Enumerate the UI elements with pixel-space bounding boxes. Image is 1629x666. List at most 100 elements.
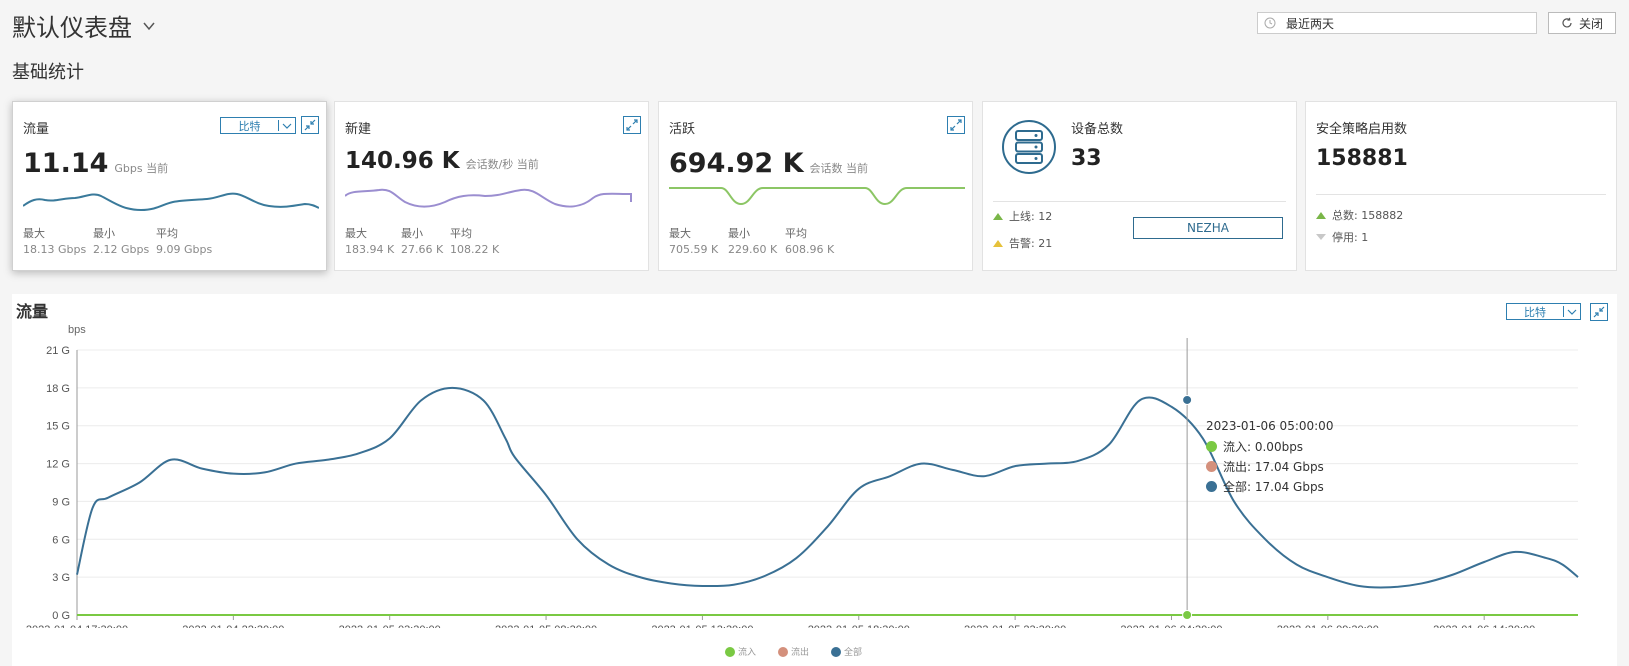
y-tick-label: 15 G xyxy=(46,421,70,433)
x-tick-label: 2023-01-06 14:30:00 xyxy=(1433,624,1535,628)
new-avg-label: 平均 xyxy=(450,227,472,240)
active-avg-value: 608.96 K xyxy=(785,243,835,256)
device-count: 33 xyxy=(1071,146,1102,171)
new-current: 140.96 K 会话数/秒 当前 xyxy=(345,148,539,174)
active-current-value: 694.92 K xyxy=(669,148,804,179)
legend-item-total[interactable]: 全部 xyxy=(831,645,862,658)
legend-dot xyxy=(1206,440,1217,452)
tooltip-row-text: 流出: 17.04 Gbps xyxy=(1223,459,1324,474)
y-axis-label: bps xyxy=(68,324,86,336)
traffic-max-label: 最大 xyxy=(23,227,45,240)
traffic-unit-select[interactable]: 比特 xyxy=(220,117,296,134)
traffic-current: 11.14 Gbps 当前 xyxy=(23,148,168,179)
traffic-line-chart[interactable]: 0 G 3 G 6 G 9 G 12 G 15 G 18 G 21 G 2023-01-04 … xyxy=(0,320,1629,628)
x-tick-label: 2023-01-05 23:30:00 xyxy=(964,624,1066,628)
active-sessions-sparkline xyxy=(669,187,965,206)
traffic-sparkline xyxy=(23,192,319,212)
device-card-title: 设备总数 xyxy=(1071,122,1124,137)
policy-total-text: 总数: 158882 xyxy=(1332,209,1404,222)
legend-dot xyxy=(1206,480,1217,492)
legend-label: 流入 xyxy=(738,648,757,658)
traffic-chart-panel xyxy=(12,294,1617,666)
hover-point-total xyxy=(1182,394,1193,405)
traffic-avg-value: 9.09 Gbps xyxy=(156,243,213,256)
section-title: 基础统计 xyxy=(12,62,84,83)
chart-grid xyxy=(76,349,1578,616)
down-arrow-icon xyxy=(1316,234,1326,240)
alert-count: 告警: 21 xyxy=(993,235,1052,251)
policy-disabled-text: 停用: 1 xyxy=(1332,231,1369,244)
up-arrow-icon xyxy=(993,212,1003,220)
traffic-max-value: 18.13 Gbps xyxy=(23,243,87,256)
legend-item-inflow[interactable]: 流入 xyxy=(725,645,756,658)
legend-item-outflow[interactable]: 流出 xyxy=(778,645,809,658)
chart-series xyxy=(76,386,1579,616)
hover-points xyxy=(1182,394,1193,620)
dashboard-title[interactable]: 默认仪表盘 xyxy=(12,8,156,43)
traffic-min: 最小 2.12 Gbps xyxy=(93,226,149,258)
policy-card-title: 安全策略启用数 xyxy=(1316,122,1408,137)
y-tick-label: 0 G xyxy=(52,610,70,622)
x-tick-label: 2023-01-05 18:30:00 xyxy=(808,624,910,628)
divider xyxy=(1316,194,1606,195)
y-tick-label: 9 G xyxy=(52,496,70,508)
hover-point-inflow xyxy=(1182,610,1193,620)
online-count: 上线: 12 xyxy=(993,208,1052,224)
active-avg-label: 平均 xyxy=(785,227,807,240)
policy-disabled: 停用: 1 xyxy=(1316,229,1368,245)
new-current-value: 140.96 K xyxy=(345,148,460,174)
security-policy-card[interactable]: 安全策略启用数 158881 总数: 158882 停用: 1 xyxy=(1305,101,1617,271)
device-count-card[interactable]: 设备总数 33 上线: 12 告警: 21 NEZHA xyxy=(982,101,1297,271)
collapse-icon[interactable] xyxy=(1590,303,1608,321)
traffic-min-value: 2.12 Gbps xyxy=(93,243,150,256)
chart-unit-select[interactable]: 比特 xyxy=(1506,303,1581,320)
traffic-min-label: 最小 xyxy=(93,227,115,240)
y-tick-label: 18 G xyxy=(46,383,70,395)
x-tick-label: 2023-01-04 22:30:00 xyxy=(182,624,284,628)
active-sessions-card[interactable]: 活跃 694.92 K 会话数 当前 最大 705.59 K 最小 229.60 K … xyxy=(658,101,973,271)
x-axis-ticks: 2023-01-04 17:30:00 2023-01-04 22:30:00 20… xyxy=(26,615,1535,628)
y-axis-ticks: 0 G 3 G 6 G 9 G 12 G 15 G 18 G 21 G xyxy=(46,345,70,622)
new-avg-value: 108.22 K xyxy=(450,243,500,256)
collapse-icon[interactable] xyxy=(301,116,319,134)
active-max-label: 最大 xyxy=(669,227,691,240)
tooltip-row: 全部: 17.04 Gbps xyxy=(1206,476,1333,496)
active-max: 最大 705.59 K xyxy=(669,226,718,258)
y-tick-label: 21 G xyxy=(46,345,70,357)
new-max-label: 最大 xyxy=(345,227,367,240)
dashboard-title-text: 默认仪表盘 xyxy=(12,14,132,42)
legend-dot xyxy=(831,646,842,657)
expand-icon[interactable] xyxy=(623,116,641,134)
refresh-icon xyxy=(1562,17,1572,28)
close-button-label: 关闭 xyxy=(1578,16,1603,31)
clock-icon xyxy=(1264,17,1276,29)
new-card-title: 新建 xyxy=(345,122,372,137)
chart-legend: 流入 流出 全部 xyxy=(725,645,862,658)
new-current-unit: 会话数/秒 当前 xyxy=(465,158,539,171)
tooltip-row: 流入: 0.00bps xyxy=(1206,436,1333,456)
active-min-value: 229.60 K xyxy=(728,243,778,256)
time-range-value: 最近两天 xyxy=(1286,16,1335,31)
tooltip-row-text: 全部: 17.04 Gbps xyxy=(1223,479,1324,494)
nezha-button[interactable]: NEZHA xyxy=(1133,217,1283,239)
legend-dot xyxy=(1206,460,1217,472)
expand-icon[interactable] xyxy=(947,116,965,134)
close-button[interactable]: 关闭 xyxy=(1548,12,1616,34)
y-tick-label: 3 G xyxy=(52,572,70,584)
new-sessions-card[interactable]: 新建 140.96 K 会话数/秒 当前 最大 183.94 K 最小 27.66 K… xyxy=(334,101,649,271)
active-min-label: 最小 xyxy=(728,227,750,240)
chevron-down-icon xyxy=(1564,308,1580,316)
traffic-card[interactable]: 流量 比特 11.14 Gbps 当前 最大 18.13 Gbps 最小 2.12 G… xyxy=(12,101,327,271)
traffic-unit-select-value: 比特 xyxy=(238,119,261,133)
policy-total: 总数: 158882 xyxy=(1316,207,1403,223)
active-card-title: 活跃 xyxy=(669,122,696,137)
time-range-picker[interactable]: 最近两天 xyxy=(1257,12,1537,34)
x-tick-label: 2023-01-06 04:30:00 xyxy=(1120,624,1222,628)
active-avg: 平均 608.96 K xyxy=(785,226,834,258)
legend-label: 全部 xyxy=(844,648,863,658)
legend-dot xyxy=(778,646,789,657)
traffic-chart-title: 流量 xyxy=(16,302,49,321)
online-count-text: 上线: 12 xyxy=(1009,210,1053,223)
active-min: 最小 229.60 K xyxy=(728,226,777,258)
chevron-down-icon[interactable] xyxy=(142,19,156,33)
